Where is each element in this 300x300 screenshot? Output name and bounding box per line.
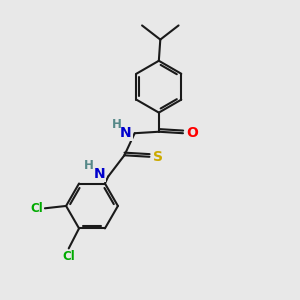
Text: H: H [84,159,94,172]
Text: N: N [94,167,105,181]
Text: S: S [153,150,163,164]
Text: Cl: Cl [30,202,43,215]
Text: H: H [112,118,122,131]
Text: Cl: Cl [62,250,75,263]
Text: N: N [120,126,132,140]
Text: O: O [186,126,198,140]
